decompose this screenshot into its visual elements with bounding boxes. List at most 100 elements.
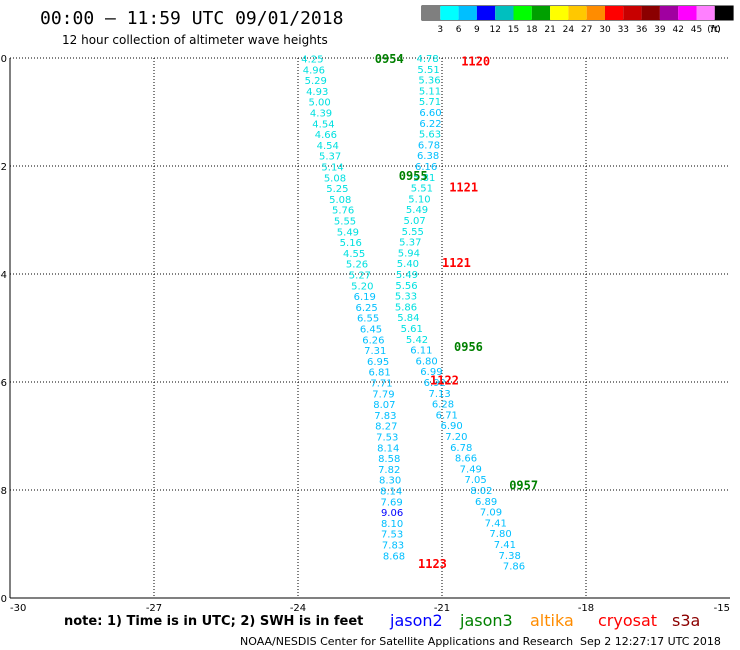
swh-value: 6.60 xyxy=(419,108,441,119)
swh-value: 4.78 xyxy=(416,54,438,65)
swh-value: 5.29 xyxy=(305,76,327,87)
y-tick-label: -10 xyxy=(0,594,7,605)
x-tick-label: -24 xyxy=(290,603,306,614)
swh-value: 6.92 xyxy=(424,378,446,389)
colorbar-unit: (ft) xyxy=(707,25,721,35)
swh-value: 8.27 xyxy=(375,422,397,433)
swh-value: 5.27 xyxy=(349,271,371,282)
legend-cryosat: cryosat xyxy=(598,611,657,630)
colorbar-label: 42 xyxy=(672,25,683,35)
swh-value: 7.79 xyxy=(372,389,394,400)
chart-title: 00:00 – 11:59 UTC 09/01/2018 xyxy=(40,8,343,29)
colorbar-swatch xyxy=(678,6,697,20)
swh-value: 5.07 xyxy=(404,216,426,227)
swh-value: 5.51 xyxy=(411,184,433,195)
colorbar-label: 18 xyxy=(526,25,538,35)
colorbar-label: 6 xyxy=(456,25,462,35)
plot-frame xyxy=(9,58,730,599)
swh-value: 6.78 xyxy=(418,140,440,151)
swh-value: 5.20 xyxy=(351,281,373,292)
swh-value: 7.53 xyxy=(381,530,403,541)
legend-jason3: jason3 xyxy=(459,611,513,630)
swh-value: 6.71 xyxy=(436,410,458,421)
swh-value: 8.58 xyxy=(378,454,400,465)
swh-value: 5.25 xyxy=(326,184,348,195)
swh-value: 5.71 xyxy=(419,97,441,108)
legend-jason2: jason2 xyxy=(389,611,443,630)
swh-value: 7.83 xyxy=(382,541,404,552)
time-label: 0956 xyxy=(454,340,483,354)
swh-value: 5.84 xyxy=(397,313,419,324)
swh-value: 4.39 xyxy=(310,109,332,120)
time-label: 0957 xyxy=(509,479,538,493)
y-tick-label: -4 xyxy=(0,270,7,281)
swh-value: 5.76 xyxy=(332,206,354,217)
swh-value: 6.55 xyxy=(357,314,379,325)
swh-value: 6.89 xyxy=(475,497,497,508)
colorbar-swatch xyxy=(476,6,496,20)
swh-value: 7.31 xyxy=(364,346,386,357)
swh-value: 6.80 xyxy=(416,356,438,367)
colorbar-swatch xyxy=(440,6,459,20)
x-tick-label: -21 xyxy=(434,603,450,614)
swh-value: 7.71 xyxy=(370,379,392,390)
swh-value: 4.66 xyxy=(315,130,337,141)
swh-value: 5.49 xyxy=(396,270,418,281)
swh-value: 7.80 xyxy=(489,529,511,540)
swh-value: 7.82 xyxy=(378,465,400,476)
colorbar-swatch xyxy=(422,6,441,20)
swh-value: 8.02 xyxy=(470,486,492,497)
x-tick-label: -27 xyxy=(146,603,162,614)
swh-value: 7.86 xyxy=(503,562,525,573)
swh-value: 5.55 xyxy=(402,227,424,238)
time-labels: 0954 1120 0955 1121 1121 0956 1122 0957 1123 xyxy=(375,52,538,571)
swh-value: 7.49 xyxy=(460,464,482,475)
swh-value: 5.55 xyxy=(334,217,356,228)
time-label: 1121 xyxy=(442,256,471,270)
swh-value: 6.28 xyxy=(432,400,454,411)
swh-value: 5.49 xyxy=(406,205,428,216)
colorbar-swatch xyxy=(605,6,624,20)
y-tick-label: -2 xyxy=(0,162,7,173)
swh-value: 5.61 xyxy=(401,324,423,335)
swh-value: 7.53 xyxy=(376,433,398,444)
swh-value: 5.36 xyxy=(418,76,440,87)
footer-credit: NOAA/NESDIS Center for Satellite Applica… xyxy=(240,635,573,648)
swh-value: 4.93 xyxy=(306,87,328,98)
colorbar-label: 33 xyxy=(618,25,629,35)
swh-value: 6.19 xyxy=(354,292,376,303)
swh-value: 5.86 xyxy=(395,302,417,313)
time-label: 1123 xyxy=(418,557,447,571)
swh-value: 6.81 xyxy=(368,368,390,379)
swh-value: 8.14 xyxy=(377,443,399,454)
swh-value: 5.10 xyxy=(408,194,430,205)
swh-value: 6.78 xyxy=(450,443,472,454)
swh-value: 8.07 xyxy=(373,400,395,411)
colorbar-swatch xyxy=(531,6,551,20)
colorbar-swatch xyxy=(696,6,715,20)
swh-value: 9.06 xyxy=(381,508,403,519)
y-tick-label: -8 xyxy=(0,486,7,497)
time-label: 1120 xyxy=(461,55,490,69)
swh-value: 7.41 xyxy=(494,540,516,551)
colorbar-label: 12 xyxy=(489,25,500,35)
swh-value: 6.26 xyxy=(362,335,384,346)
swh-value: 5.37 xyxy=(319,152,341,163)
colorbar-label: 36 xyxy=(636,25,648,35)
colorbar: 3 6 9 12 15 18 21 24 27 30 33 36 39 42 45 70(ft) xyxy=(421,5,734,35)
legend-s3a: s3a xyxy=(672,611,700,630)
colorbar-label: 21 xyxy=(544,25,555,35)
y-tick-label: 0 xyxy=(1,54,7,65)
swh-value: 7.13 xyxy=(428,389,450,400)
colorbar-label: 24 xyxy=(563,25,575,35)
swh-value: 5.63 xyxy=(419,130,441,141)
swh-value: 6.95 xyxy=(367,357,389,368)
colorbar-label: 39 xyxy=(654,25,666,35)
swh-value: 5.33 xyxy=(395,292,417,303)
swh-value: 5.49 xyxy=(337,227,359,238)
colorbar-swatch xyxy=(550,6,569,20)
colorbar-label: 15 xyxy=(508,25,519,35)
swh-value: 6.38 xyxy=(417,151,439,162)
swh-value: 5.51 xyxy=(417,65,439,76)
